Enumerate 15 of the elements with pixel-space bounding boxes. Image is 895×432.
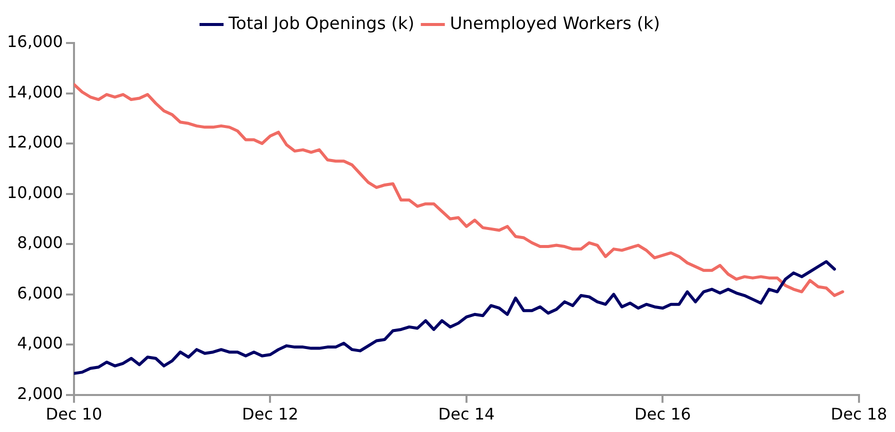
legend-label: Total Job Openings (k) <box>228 14 414 34</box>
x-tick-label: Dec 14 <box>438 404 495 424</box>
x-tick-label: Dec 16 <box>634 404 691 424</box>
y-tick-label: 14,000 <box>7 82 63 102</box>
x-tick-label: Dec 10 <box>46 404 102 424</box>
y-tick-label: 2,000 <box>17 384 63 403</box>
y-tick-label: 16,000 <box>7 32 63 52</box>
y-tick-label: 12,000 <box>7 132 63 152</box>
y-tick-label: 6,000 <box>17 283 63 302</box>
x-tick-label: Dec 18 <box>830 404 888 424</box>
x-tick-label: Dec 12 <box>242 404 298 424</box>
y-tick-label: 10,000 <box>7 182 63 202</box>
y-tick-label: 4,000 <box>17 334 63 353</box>
legend-label: Unemployed Workers (k) <box>450 14 660 34</box>
y-tick-label: 8,000 <box>17 233 63 252</box>
